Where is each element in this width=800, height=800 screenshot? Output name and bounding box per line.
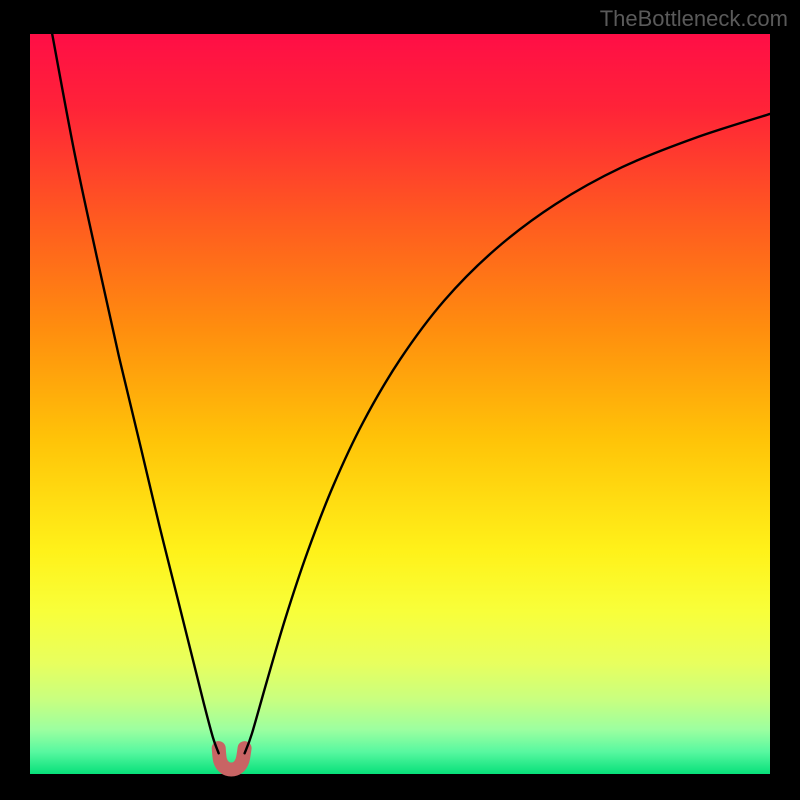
minimum-marker: [219, 748, 245, 769]
plot-area: [30, 34, 770, 774]
curves-layer: [30, 34, 770, 774]
chart-stage: TheBottleneck.com: [0, 0, 800, 800]
curve-right-branch: [245, 114, 770, 753]
watermark-text: TheBottleneck.com: [600, 6, 788, 32]
curve-left-branch: [52, 34, 219, 753]
